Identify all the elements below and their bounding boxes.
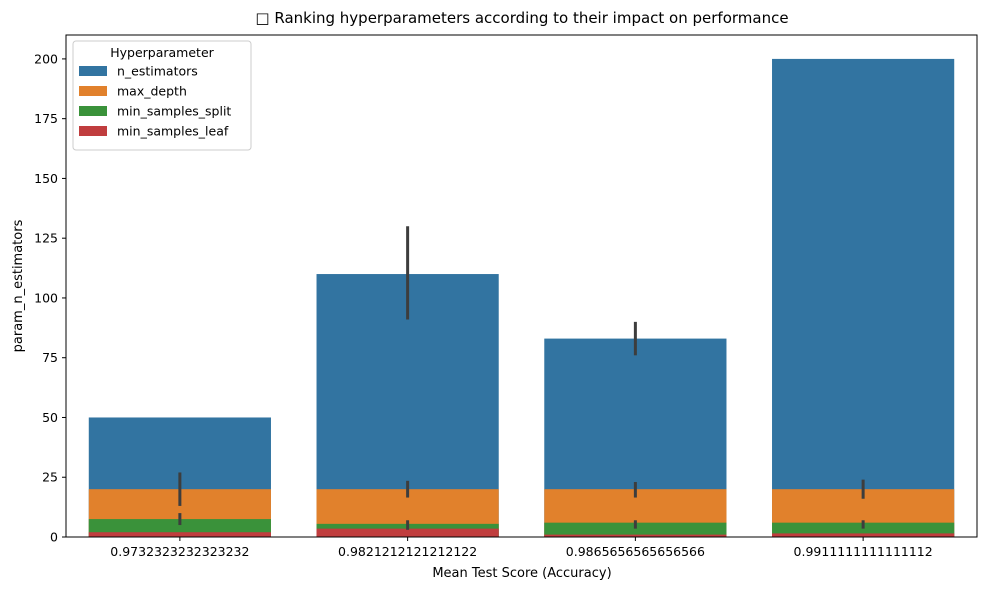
legend: Hyperparameter n_estimators max_depth min_… xyxy=(72,40,252,151)
bar-min_samples_leaf-3 xyxy=(772,533,955,537)
bar-min_samples_split-2 xyxy=(544,522,727,537)
bar-min_samples_leaf-1 xyxy=(316,528,499,537)
error-bars-layer xyxy=(178,226,865,530)
x-tick-label: 0.9732323232323232 xyxy=(110,544,249,559)
legend-title: Hyperparameter xyxy=(110,45,214,60)
y-tick-label: 150 xyxy=(34,171,58,186)
y-tick-label: 75 xyxy=(42,350,58,365)
x-tick-label: 0.9821212121212122 xyxy=(338,544,477,559)
x-tick-label: 0.9865656565656566 xyxy=(566,544,705,559)
legend-items: n_estimators max_depth min_samples_splitmi… xyxy=(79,64,231,139)
legend-swatch-max_depth xyxy=(79,86,107,96)
y-axis-label: param_n_estimators xyxy=(11,219,26,352)
legend-label-max_depth: max_depth xyxy=(117,84,187,99)
y-tick-label: 100 xyxy=(34,290,58,305)
y-tick-label: 0 xyxy=(50,530,58,545)
legend-swatch-min_samples_split xyxy=(79,106,107,116)
y-tick-label: 25 xyxy=(42,470,58,485)
legend-label-min_samples_leaf: min_samples_leaf xyxy=(117,124,229,139)
y-tick-label: 50 xyxy=(42,410,58,425)
legend-swatch-n_estimators xyxy=(79,66,107,76)
bar-min_samples_leaf-2 xyxy=(544,534,727,537)
bars-layer xyxy=(88,58,955,538)
y-tick-label: 175 xyxy=(34,111,58,126)
legend-label-min_samples_split: min_samples_split xyxy=(117,104,231,119)
bar-min_samples_leaf-0 xyxy=(88,532,271,537)
y-tick-label: 200 xyxy=(34,51,58,66)
plot-frame xyxy=(65,34,978,538)
x-tick-label: 0.9911111111111112 xyxy=(794,544,933,559)
legend-swatch-min_samples_leaf xyxy=(79,126,107,136)
y-tick-label: 125 xyxy=(34,231,58,246)
legend-frame xyxy=(72,40,252,151)
chart-title: □ Ranking hyperparameters according to t… xyxy=(255,9,788,27)
x-axis-label: Mean Test Score (Accuracy) xyxy=(432,566,611,581)
legend-label-n_estimators: n_estimators xyxy=(117,64,198,79)
bar-n_estimators-3 xyxy=(772,58,955,538)
x-axis: 0.9732323232323232 0.9821212121212122 0.98… xyxy=(110,537,933,559)
y-axis: 0 25 50 75 100 125 150 175 200 xyxy=(34,51,66,545)
